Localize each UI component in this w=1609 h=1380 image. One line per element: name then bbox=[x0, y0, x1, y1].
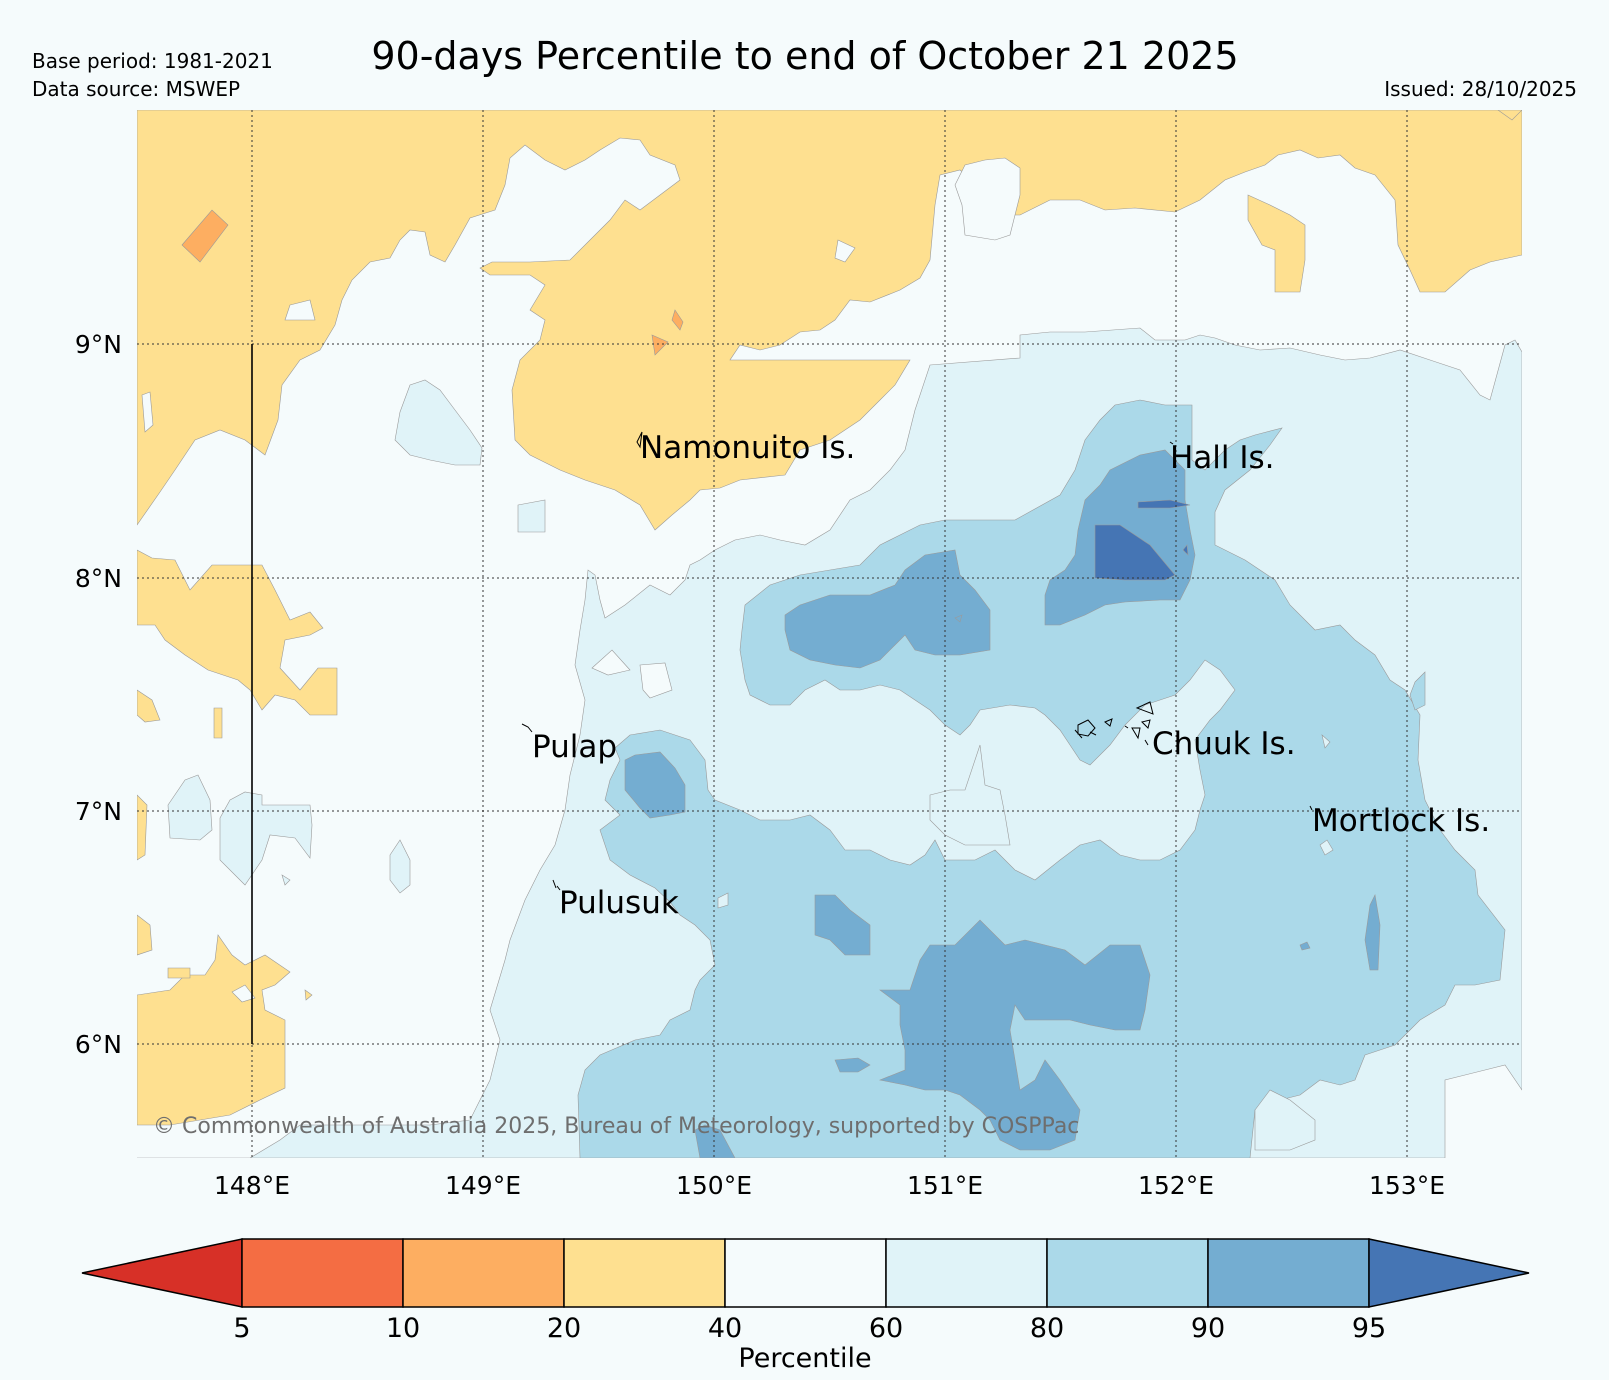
lat-label-7n: 7°N bbox=[75, 797, 122, 826]
percentile-90-95-area bbox=[624, 751, 686, 819]
percentile-10-20-patch bbox=[671, 309, 684, 331]
percentile-90-95-area bbox=[814, 894, 871, 956]
place-label-hall: Hall Is. bbox=[1170, 440, 1275, 476]
issued-date-text: Issued: 28/10/2025 bbox=[1384, 77, 1577, 101]
lon-label-153e: 153°E bbox=[1369, 1171, 1445, 1200]
colorbar-tick-label: 80 bbox=[1030, 1313, 1064, 1344]
percentile-20-40-patch bbox=[137, 914, 153, 956]
percentile-40-60-patch bbox=[834, 239, 856, 263]
percentile-above-95-area bbox=[1094, 524, 1176, 581]
figure-title: 90-days Percentile to end of October 21 … bbox=[371, 34, 1238, 78]
percentile-above-95-patch bbox=[1137, 499, 1191, 509]
colorbar-tick-label: 90 bbox=[1191, 1313, 1225, 1344]
percentile-60-80-patch bbox=[394, 379, 483, 466]
place-label-pulap: Pulap bbox=[532, 729, 617, 765]
mortlock-island-outline bbox=[1309, 805, 1313, 811]
lon-label-149e: 149°E bbox=[445, 1171, 521, 1200]
place-label-mortlock: Mortlock Is. bbox=[1312, 803, 1490, 839]
percentile-60-80-patch bbox=[517, 499, 546, 533]
percentile-90-95-patch bbox=[1364, 894, 1381, 971]
colorbar-segment-80-90 bbox=[1046, 1238, 1209, 1308]
percentile-90-95-patch bbox=[954, 614, 963, 623]
percentile-90-95-area bbox=[784, 549, 991, 669]
percentile-above-95-patch bbox=[1182, 544, 1189, 556]
colorbar-tick-label: 20 bbox=[547, 1313, 581, 1344]
percentile-60-80-patch bbox=[389, 839, 411, 894]
lon-label-151e: 151°E bbox=[907, 1171, 983, 1200]
percentile-40-60-patch bbox=[591, 649, 631, 676]
lat-label-9n: 9°N bbox=[75, 330, 122, 359]
percentile-20-40-patch bbox=[137, 794, 148, 861]
base-period-text: Base period: 1981-2021 bbox=[32, 49, 273, 73]
percentile-80-90-area bbox=[577, 399, 1506, 1158]
data-source-text: Data source: MSWEP bbox=[32, 77, 240, 101]
percentile-20-40-patch bbox=[1497, 110, 1522, 121]
island-outlines bbox=[521, 431, 1313, 891]
map-panel: Namonuito Is. Hall Is. Pulap Chuuk Is. M… bbox=[75, 110, 1522, 1200]
pulap-island-outline bbox=[521, 723, 533, 733]
percentile-40-60-patch bbox=[284, 299, 316, 321]
copyright-notice: © Commonwealth of Australia 2025, Bureau… bbox=[153, 1114, 1079, 1139]
lon-label-152e: 152°E bbox=[1138, 1171, 1214, 1200]
percentile-10-20-patch bbox=[651, 334, 669, 356]
lat-label-6n: 6°N bbox=[75, 1030, 122, 1059]
percentile-60-80-patch bbox=[281, 874, 291, 886]
percentile-90-95-patch bbox=[834, 1057, 871, 1073]
colorbar-segment-20-40 bbox=[563, 1238, 726, 1308]
percentile-10-20-patch bbox=[181, 209, 229, 263]
lon-label-150e: 150°E bbox=[676, 1171, 752, 1200]
colorbar-extend-high bbox=[1368, 1238, 1530, 1308]
colorbar-segment-40-60 bbox=[724, 1238, 887, 1308]
colorbar-tick-label: 40 bbox=[708, 1313, 742, 1344]
percentile-60-80-patch bbox=[1321, 734, 1331, 749]
colorbar-extend-low bbox=[81, 1238, 243, 1308]
percentile-80-90-patch bbox=[1409, 671, 1426, 711]
colorbar-tick-label: 60 bbox=[869, 1313, 903, 1344]
percentile-90-95-patch bbox=[694, 1124, 736, 1158]
colorbar-segment-90-95 bbox=[1207, 1238, 1370, 1308]
colorbar-segment-10-20 bbox=[402, 1238, 565, 1308]
place-label-pulusuk: Pulusuk bbox=[559, 885, 679, 921]
colorbar: 5 10 20 40 60 80 90 95 Percentile bbox=[81, 1238, 1530, 1374]
percentile-20-40-patch bbox=[304, 989, 313, 1001]
percentile-20-40-patch bbox=[167, 967, 191, 979]
colorbar-tick-label: 5 bbox=[233, 1313, 250, 1344]
percentile-60-80-patch bbox=[717, 892, 729, 909]
percentile-60-80-patch bbox=[929, 744, 1011, 846]
percentile-40-60-patch bbox=[954, 157, 1021, 241]
place-label-namonuito: Namonuito Is. bbox=[640, 430, 855, 466]
lat-label-8n: 8°N bbox=[75, 564, 122, 593]
latitude-labels: 9°N 8°N 7°N 6°N bbox=[75, 330, 122, 1059]
longitude-labels: 148°E 149°E 150°E 151°E 152°E 153°E bbox=[214, 1171, 1445, 1200]
graticule bbox=[137, 110, 1522, 1158]
namonuito-island-outline bbox=[636, 431, 643, 449]
colorbar-segment-60-80 bbox=[885, 1238, 1048, 1308]
colorbar-segment-5-10 bbox=[241, 1238, 404, 1308]
percentile-20-40-patch bbox=[213, 707, 223, 739]
pulusuk-island-outline bbox=[552, 879, 561, 891]
percentile-20-40-patch bbox=[1247, 194, 1306, 293]
colorbar-label: Percentile bbox=[738, 1343, 871, 1374]
colorbar-tick-label: 95 bbox=[1352, 1313, 1386, 1344]
percentile-40-60-patch bbox=[639, 662, 673, 699]
percentile-20-40-area-west bbox=[137, 549, 338, 716]
percentile-40-60-patch bbox=[231, 984, 256, 1003]
percentile-60-80-patch bbox=[167, 774, 213, 841]
percentile-20-40-patch bbox=[137, 689, 161, 723]
percentile-90-95-area bbox=[878, 919, 1151, 1151]
colorbar-tick-label: 10 bbox=[386, 1313, 420, 1344]
place-labels: Namonuito Is. Hall Is. Pulap Chuuk Is. M… bbox=[532, 430, 1490, 921]
lon-label-148e: 148°E bbox=[214, 1171, 290, 1200]
percentile-60-80-patch bbox=[1319, 839, 1334, 856]
percentile-60-80-patch bbox=[1254, 1089, 1316, 1151]
place-label-chuuk: Chuuk Is. bbox=[1152, 726, 1296, 762]
percentile-40-60-patch bbox=[141, 391, 154, 433]
percentile-20-40-area-north bbox=[137, 110, 1522, 531]
chuuk-islands-outline bbox=[1074, 701, 1154, 746]
percentile-60-80-patch bbox=[219, 791, 313, 886]
hall-island-outline bbox=[1169, 441, 1174, 445]
percentile-90-95-patch bbox=[1299, 941, 1311, 951]
